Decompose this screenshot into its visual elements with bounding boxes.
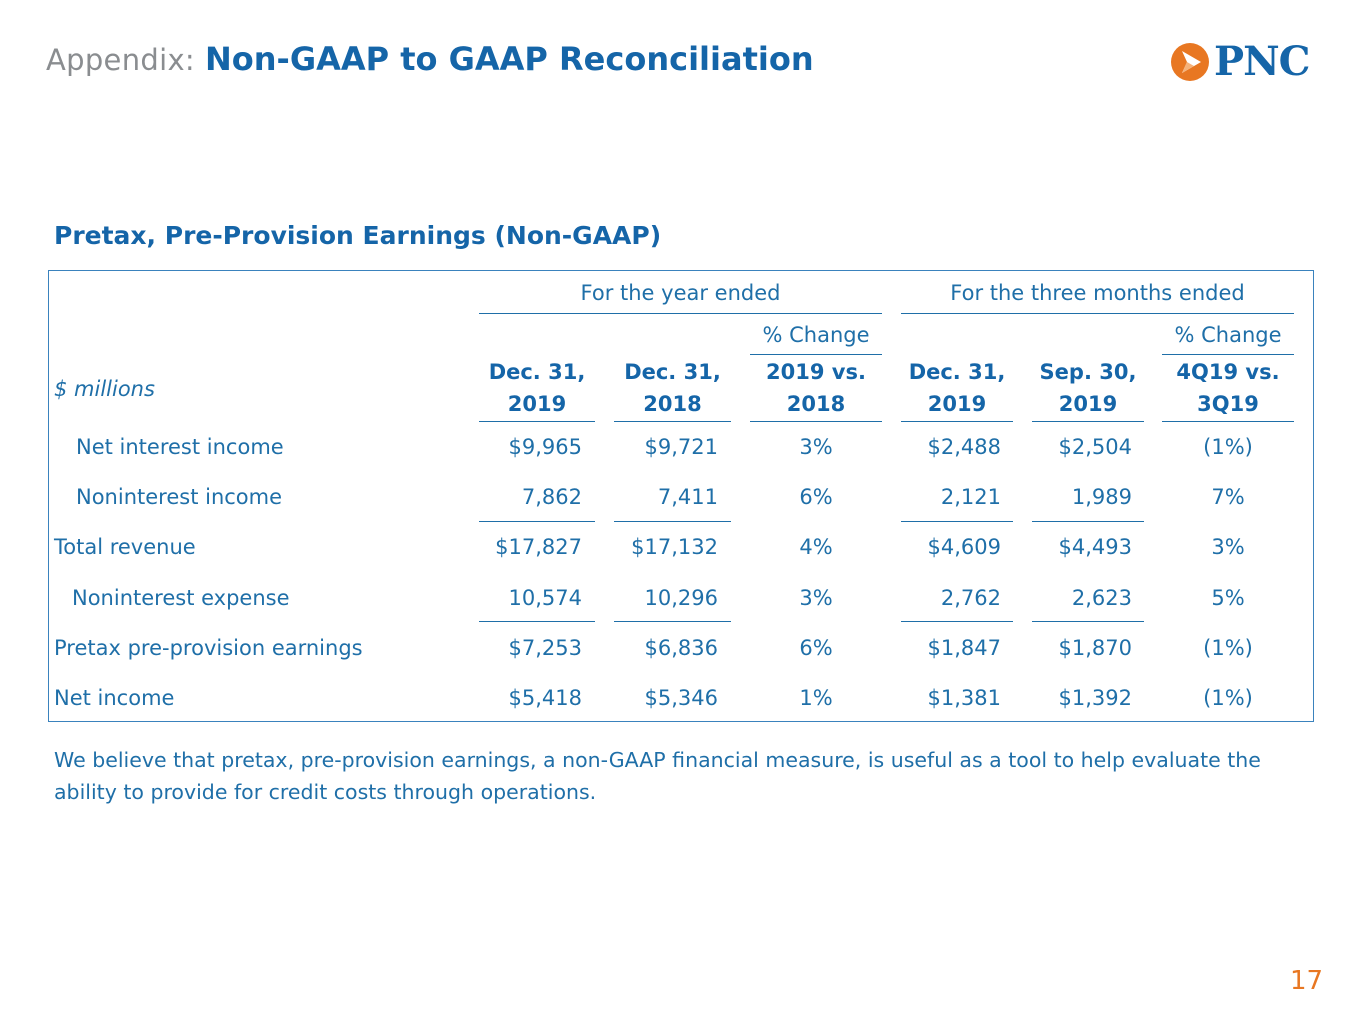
table-cell: $1,870 bbox=[1058, 636, 1132, 660]
table-cell: 10,574 bbox=[508, 586, 582, 610]
table-cell: $2,488 bbox=[927, 435, 1001, 459]
table-cell: 3% bbox=[1211, 535, 1245, 559]
col-header-3-line1: 2019 vs. bbox=[766, 360, 866, 384]
row-label: Net income bbox=[54, 686, 175, 710]
table-cell: $17,827 bbox=[495, 535, 582, 559]
subtotal-rule bbox=[901, 521, 1013, 522]
title-main: Non-GAAP to GAAP Reconciliation bbox=[204, 40, 814, 78]
col-header-6-line1: 4Q19 vs. bbox=[1176, 360, 1280, 384]
table-cell: $9,965 bbox=[508, 435, 582, 459]
table-cell: $17,132 bbox=[631, 535, 718, 559]
table-cell: 5% bbox=[1211, 586, 1245, 610]
row-label: Noninterest income bbox=[76, 485, 283, 509]
table-cell: 7,411 bbox=[657, 485, 718, 509]
col-header-4-line2: 2019 bbox=[927, 392, 987, 416]
page-number: 17 bbox=[1290, 966, 1324, 996]
col-header-rule bbox=[1162, 421, 1294, 422]
pct-change-label-quarter: % Change bbox=[1174, 323, 1282, 347]
pnc-logo: PNC bbox=[1170, 38, 1310, 85]
table-cell: $9,721 bbox=[644, 435, 718, 459]
table-cell: 7,862 bbox=[521, 485, 582, 509]
table-cell: 6% bbox=[799, 485, 833, 509]
table-cell: 4% bbox=[799, 535, 833, 559]
table-cell: $6,836 bbox=[644, 636, 718, 660]
subtotal-rule bbox=[1032, 521, 1144, 522]
table-cell: $7,253 bbox=[508, 636, 582, 660]
subtotal-rule bbox=[614, 521, 731, 522]
pct-change-rule-quarter bbox=[1162, 354, 1294, 355]
table-cell: (1%) bbox=[1203, 435, 1253, 459]
table-cell: $2,504 bbox=[1058, 435, 1132, 459]
table-cell: 10,296 bbox=[644, 586, 718, 610]
title-prefix: Appendix: bbox=[46, 43, 195, 77]
table-cell: 2,623 bbox=[1071, 586, 1132, 610]
pct-change-label-year: % Change bbox=[762, 323, 870, 347]
col-header-2-line1: Dec. 31, bbox=[624, 360, 721, 384]
section-title: Pretax, Pre-Provision Earnings (Non-GAAP… bbox=[54, 221, 662, 250]
subtotal-rule bbox=[614, 621, 731, 622]
group-year-rule bbox=[479, 313, 882, 314]
table-cell: 2,762 bbox=[940, 586, 1001, 610]
table-cell: $1,847 bbox=[927, 636, 1001, 660]
pnc-logo-icon bbox=[1171, 42, 1209, 81]
table-cell: 1% bbox=[799, 686, 833, 710]
table-cell: (1%) bbox=[1203, 686, 1253, 710]
col-header-rule bbox=[1032, 421, 1144, 422]
col-header-1-line1: Dec. 31, bbox=[488, 360, 586, 384]
group-header-quarter: For the three months ended bbox=[950, 281, 1245, 305]
subtotal-rule bbox=[479, 621, 595, 622]
group-quarter-rule bbox=[901, 313, 1294, 314]
subtotal-rule bbox=[1032, 621, 1144, 622]
table-cell: $1,392 bbox=[1058, 686, 1132, 710]
table-cell: $1,381 bbox=[927, 686, 1001, 710]
table-cell: 3% bbox=[799, 586, 833, 610]
col-header-rule bbox=[750, 421, 882, 422]
col-header-2-line2: 2018 bbox=[643, 392, 702, 416]
row-label: Pretax pre-provision earnings bbox=[54, 636, 363, 660]
table-cell: 6% bbox=[799, 636, 833, 660]
subtotal-rule bbox=[901, 621, 1013, 622]
pct-change-rule-year bbox=[750, 354, 882, 355]
footnote: We believe that pretax, pre-provision ea… bbox=[54, 748, 1261, 804]
table-cell: 1,989 bbox=[1071, 485, 1132, 509]
units-label: $ millions bbox=[54, 377, 155, 401]
reconciliation-table: For the year ended For the three months … bbox=[48, 270, 1314, 722]
logo-text: PNC bbox=[1214, 38, 1310, 85]
table-cell: $4,493 bbox=[1058, 535, 1132, 559]
col-header-6-line2: 3Q19 bbox=[1197, 392, 1259, 416]
col-header-5-line2: 2019 bbox=[1058, 392, 1118, 416]
table-cell: (1%) bbox=[1203, 636, 1253, 660]
col-header-rule bbox=[901, 421, 1013, 422]
table-cell: $4,609 bbox=[927, 535, 1001, 559]
subtotal-rule bbox=[479, 521, 595, 522]
col-header-3-line2: 2018 bbox=[786, 392, 846, 416]
table-cell: $5,418 bbox=[508, 686, 582, 710]
row-label: Noninterest expense bbox=[72, 586, 290, 610]
table-cell: 3% bbox=[799, 435, 833, 459]
table-cell: 2,121 bbox=[940, 485, 1001, 509]
col-header-1-line2: 2019 bbox=[507, 392, 567, 416]
table-cell: 7% bbox=[1211, 485, 1245, 509]
col-header-4-line1: Dec. 31, bbox=[908, 360, 1006, 384]
row-label: Net interest income bbox=[76, 435, 284, 459]
group-header-year: For the year ended bbox=[580, 281, 781, 305]
col-header-5-line1: Sep. 30, bbox=[1039, 360, 1137, 384]
row-label: Total revenue bbox=[54, 535, 196, 559]
page-title: Appendix: Non-GAAP to GAAP Reconciliation bbox=[46, 40, 814, 78]
table-cell: $5,346 bbox=[644, 686, 718, 710]
col-header-rule bbox=[479, 421, 595, 422]
col-header-rule bbox=[614, 421, 731, 422]
